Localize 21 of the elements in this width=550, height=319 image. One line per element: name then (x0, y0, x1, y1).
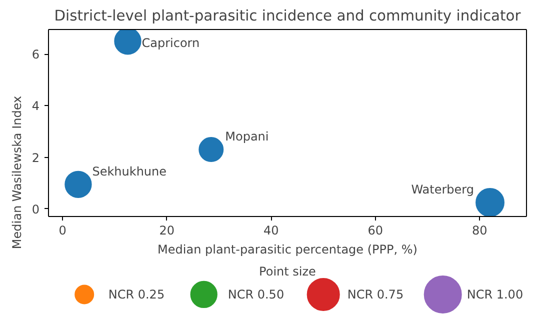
chart-title: District-level plant-parasitic incidence and community indicator (54, 8, 522, 24)
x-tick-label: 0 (58, 224, 66, 238)
legend-label: NCR 0.50 (228, 287, 284, 302)
annotation: Capricorn (142, 36, 200, 50)
x-tick-label: 40 (263, 224, 279, 238)
annotation: Waterberg (411, 182, 474, 196)
annotation: Sekhukhune (92, 164, 167, 178)
legend-title: Point size (259, 264, 316, 278)
annotation: Mopani (225, 130, 269, 144)
legend-label: NCR 0.25 (108, 287, 165, 302)
x-axis-title: Median plant-parasitic percentage (PPP, %) (158, 242, 418, 256)
x-tick-label: 80 (472, 224, 488, 238)
y-tick-label: 6 (32, 48, 40, 62)
y-tick-label: 0 (32, 202, 40, 216)
x-tick-label: 60 (368, 224, 383, 238)
y-tick-label: 4 (32, 99, 40, 114)
x-tick-label: 20 (159, 224, 174, 238)
legend-label: NCR 1.00 (466, 287, 524, 302)
y-tick-label: 2 (32, 150, 40, 165)
legend-label: NCR 0.75 (347, 287, 404, 302)
y-axis-title: Median Wasilewska Index (10, 96, 24, 250)
